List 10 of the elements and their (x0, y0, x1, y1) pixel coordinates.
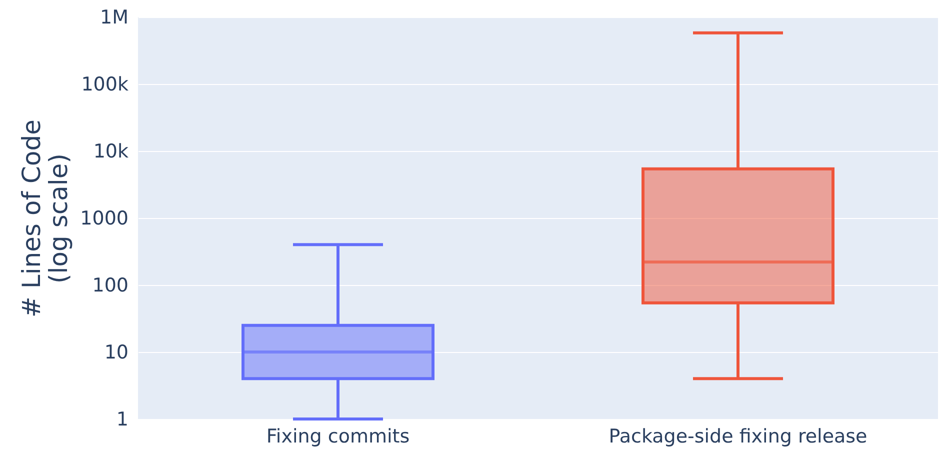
x-tick-label: Fixing commits (266, 426, 410, 448)
y-tick-label: 100k (81, 74, 128, 96)
y-tick-label: 100 (92, 274, 128, 296)
y-tick-label: 10 (104, 342, 128, 364)
y-tick-label: 1 (116, 408, 128, 430)
y-tick-label: 1M (100, 6, 128, 28)
x-tick-label: Package-side fixing release (608, 426, 868, 448)
y-tick-label: 1000 (80, 208, 128, 230)
y-axis-title: # Lines of Code (log scale) (17, 119, 74, 318)
y-tick-label: 10k (93, 140, 128, 162)
